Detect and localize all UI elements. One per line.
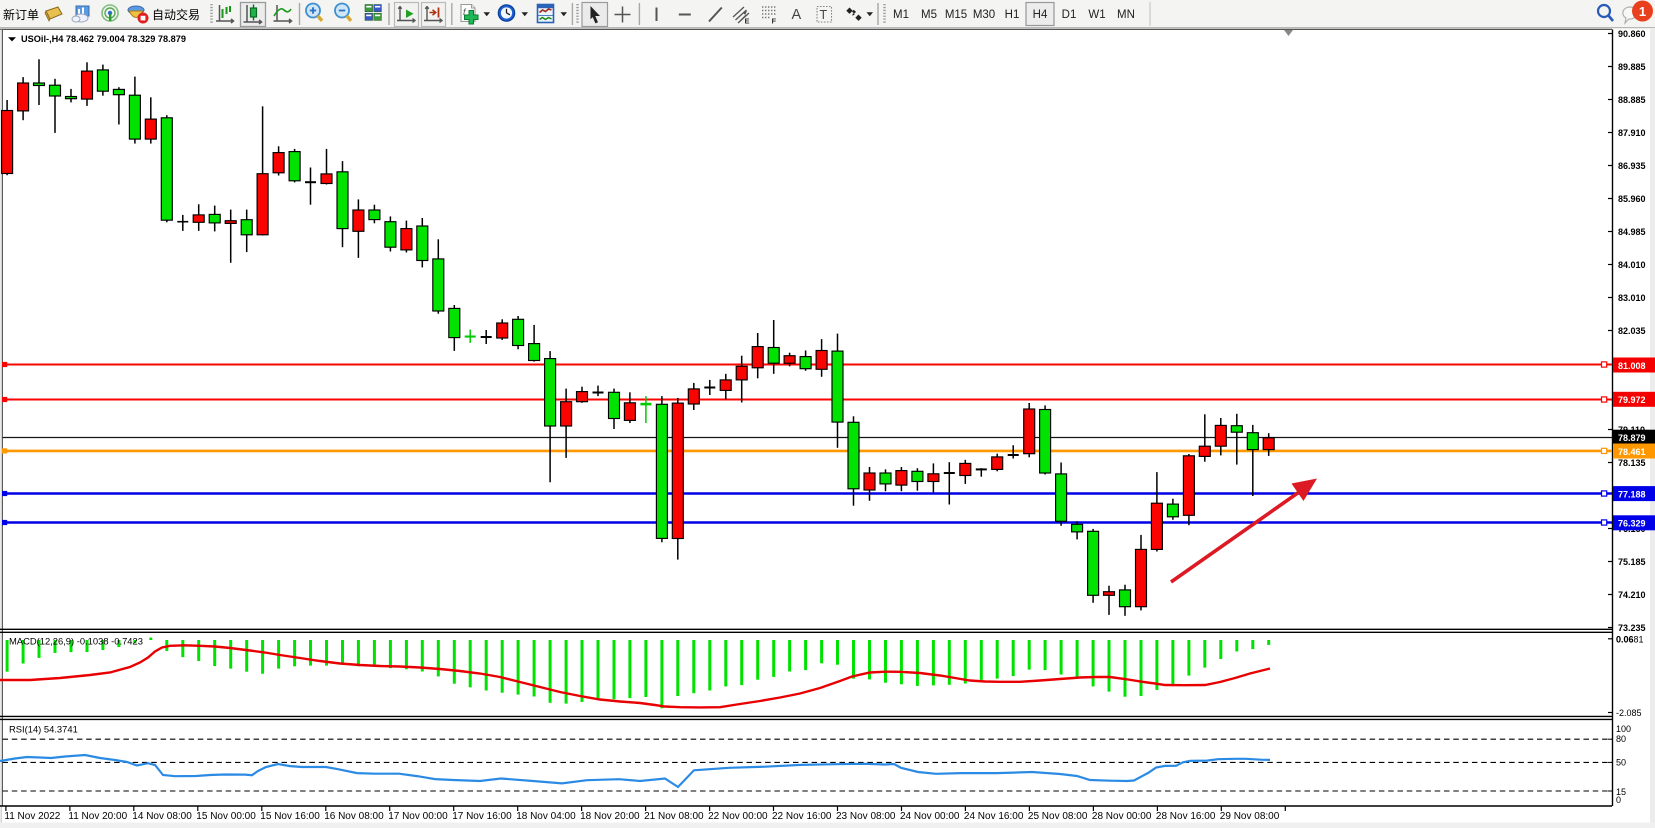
svg-text:84.010: 84.010 [1618,260,1646,270]
svg-text:M30: M30 [973,9,995,21]
svg-text:新订单: 新订单 [3,7,39,22]
svg-text:11 Nov 20:00: 11 Nov 20:00 [68,811,127,822]
svg-text:78.879: 78.879 [1618,433,1646,443]
svg-text:28 Nov 16:00: 28 Nov 16:00 [1156,811,1216,822]
svg-text:D1: D1 [1062,9,1077,21]
svg-text:RSI(14) 54.3741: RSI(14) 54.3741 [9,724,78,735]
svg-text:15: 15 [1616,787,1626,797]
svg-text:80: 80 [1616,734,1626,744]
svg-text:50: 50 [1616,758,1626,768]
svg-text:24 Nov 16:00: 24 Nov 16:00 [964,811,1024,822]
svg-text:0.0681: 0.0681 [1616,635,1644,645]
svg-text:18 Nov 04:00: 18 Nov 04:00 [516,811,576,822]
svg-text:84.985: 84.985 [1618,227,1646,237]
svg-text:24 Nov 00:00: 24 Nov 00:00 [900,811,960,822]
svg-text:85.960: 85.960 [1618,194,1646,204]
svg-text:74.210: 74.210 [1618,590,1646,600]
svg-text:16 Nov 08:00: 16 Nov 08:00 [324,811,384,822]
svg-text:82.035: 82.035 [1618,326,1646,336]
svg-text:MN: MN [1117,9,1135,21]
svg-text:0.06: 0.06 [1616,635,1634,645]
svg-text:22 Nov 16:00: 22 Nov 16:00 [772,811,832,822]
svg-text:f: f [463,7,467,17]
svg-text:28 Nov 00:00: 28 Nov 00:00 [1092,811,1152,822]
svg-text:90.860: 90.860 [1618,29,1646,39]
svg-text:F: F [772,17,777,26]
svg-text:81.008: 81.008 [1618,361,1646,371]
svg-text:22 Nov 00:00: 22 Nov 00:00 [708,811,768,822]
svg-text:0: 0 [1616,795,1621,805]
svg-text:T: T [820,8,828,22]
svg-text:89.885: 89.885 [1618,62,1646,72]
svg-text:88.885: 88.885 [1618,95,1646,105]
svg-text:W1: W1 [1088,9,1105,21]
svg-text:1: 1 [1639,4,1646,19]
svg-text:15 Nov 16:00: 15 Nov 16:00 [260,811,320,822]
svg-text:MACD(12,26,9) -0.1038 -0.7423: MACD(12,26,9) -0.1038 -0.7423 [9,636,143,647]
svg-text:87.910: 87.910 [1618,128,1646,138]
svg-text:21 Nov 08:00: 21 Nov 08:00 [644,811,704,822]
svg-text:M15: M15 [945,9,967,21]
svg-text:76.329: 76.329 [1618,519,1646,529]
svg-text:29 Nov 08:00: 29 Nov 08:00 [1220,811,1280,822]
svg-text:M1: M1 [893,9,909,21]
svg-text:E: E [745,17,750,26]
svg-text:83.010: 83.010 [1618,293,1646,303]
svg-text:-2.085: -2.085 [1616,708,1642,718]
svg-text:H4: H4 [1033,9,1048,21]
svg-text:18 Nov 20:00: 18 Nov 20:00 [580,811,640,822]
svg-text:A: A [792,7,802,23]
svg-text:73.235: 73.235 [1618,623,1646,633]
svg-text:75.185: 75.185 [1618,557,1646,567]
svg-text:25 Nov 08:00: 25 Nov 08:00 [1028,811,1088,822]
svg-text:79.972: 79.972 [1618,395,1646,405]
svg-text:77.188: 77.188 [1618,489,1646,499]
svg-text:11 Nov 2022: 11 Nov 2022 [4,811,60,822]
svg-text:17 Nov 00:00: 17 Nov 00:00 [388,811,448,822]
svg-text:14 Nov 08:00: 14 Nov 08:00 [132,811,192,822]
svg-text:H1: H1 [1005,9,1020,21]
svg-text:17 Nov 16:00: 17 Nov 16:00 [452,811,512,822]
svg-text:78.135: 78.135 [1618,458,1646,468]
svg-text:86.935: 86.935 [1618,161,1646,171]
svg-text:USOil-,H4 78.462 79.004 78.32: USOil-,H4 78.462 79.004 78.329 78.879 [21,34,186,44]
svg-text:自动交易: 自动交易 [152,7,200,22]
svg-text:23 Nov 08:00: 23 Nov 08:00 [836,811,896,822]
svg-text:15 Nov 00:00: 15 Nov 00:00 [196,811,256,822]
svg-text:78.461: 78.461 [1618,447,1646,457]
svg-text:M5: M5 [921,9,937,21]
svg-text:100: 100 [1616,724,1631,734]
